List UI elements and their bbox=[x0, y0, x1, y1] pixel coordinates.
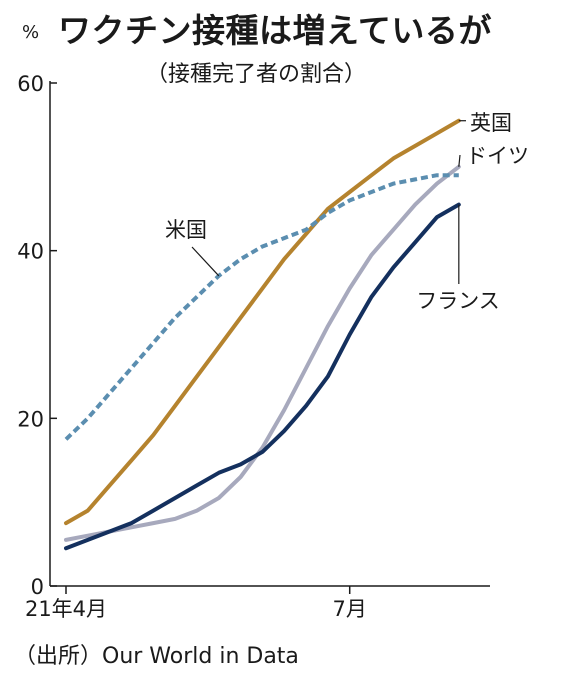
y-tick-label: 60 bbox=[17, 72, 44, 96]
source-note: （出所）Our World in Data bbox=[14, 644, 299, 669]
series-label: 英国 bbox=[470, 111, 512, 135]
y-tick-label: 40 bbox=[17, 240, 44, 264]
series-line bbox=[64, 173, 459, 441]
y-tick-label: 20 bbox=[17, 407, 44, 431]
chart-title: ワクチン接種は増えているが bbox=[58, 11, 492, 50]
axes: 0 20 40 60 21年4月 7月 bbox=[17, 72, 490, 621]
series-layer bbox=[64, 118, 461, 551]
x-tick-label: 7月 bbox=[333, 597, 367, 621]
y-tick-label: 0 bbox=[31, 575, 44, 599]
series-line bbox=[64, 118, 461, 526]
series-label: ドイツ bbox=[466, 144, 529, 168]
series-line bbox=[64, 164, 461, 542]
series-label: 米国 bbox=[165, 218, 207, 242]
chart-subtitle: （接種完了者の割合） bbox=[146, 62, 367, 87]
series-label: フランス bbox=[416, 289, 500, 313]
series-line bbox=[64, 202, 461, 551]
label-leader-line bbox=[458, 154, 461, 167]
x-tick-label: 21年4月 bbox=[25, 597, 107, 621]
y-axis-unit: % bbox=[22, 22, 40, 43]
label-leader-line bbox=[191, 246, 220, 277]
